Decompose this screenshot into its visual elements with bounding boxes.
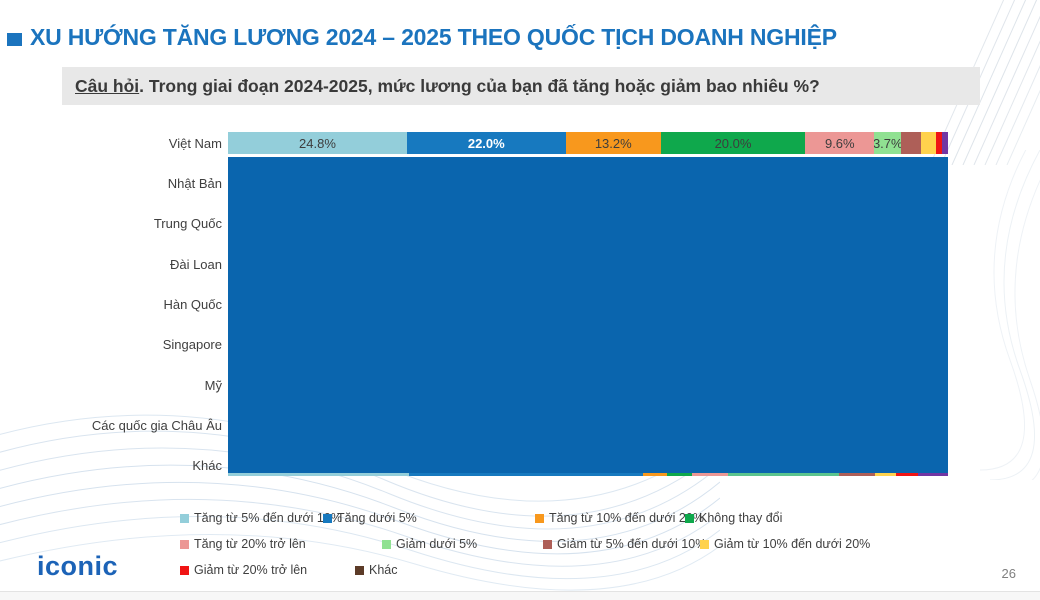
legend-label: Giảm từ 10% đến dưới 20% [714, 537, 871, 551]
legend-swatch-icon [685, 513, 694, 523]
strip-segment [228, 473, 410, 476]
question-box: Câu hỏi. Trong giai đoạn 2024-2025, mức … [62, 67, 980, 105]
category-label: Các quốc gia Châu Âu [91, 417, 222, 433]
category-label: Đài Loan [169, 256, 222, 272]
legend-label: Tăng dưới 5% [337, 511, 417, 525]
legend-swatch-icon [700, 539, 709, 549]
wave-decoration-right [979, 150, 1040, 480]
legend-swatch-icon [543, 539, 552, 549]
legend-item: Tăng dưới 5% [323, 511, 417, 525]
legend-swatch-icon [180, 513, 189, 523]
strip-segment [691, 473, 729, 476]
legend-row: Tăng từ 5% đến dưới 10% Tăng dưới 5% Tăng … [180, 507, 920, 533]
legend-label: Giảm dưới 5% [396, 537, 478, 551]
legend-label: Tăng từ 10% đến dưới 20% [549, 511, 704, 525]
bar-segment: 13.2% [565, 132, 661, 154]
legend-label: Giảm từ 5% đến dưới 10% [557, 537, 707, 551]
legend-swatch-icon [180, 539, 189, 549]
legend-item: Giảm từ 10% đến dưới 20% [700, 537, 870, 551]
legend-item: Giảm dưới 5% [382, 537, 477, 551]
legend-row: Giảm từ 20% trở lên Khác [180, 559, 920, 585]
bar-segment [901, 132, 922, 154]
bar-khac-visible-strip [228, 473, 948, 476]
strip-segment [642, 473, 668, 476]
legend-label: Không thay đổi [699, 511, 783, 525]
legend-swatch-icon [355, 565, 364, 575]
legend-label: Giảm từ 20% trở lên [194, 563, 308, 577]
page-title: XU HƯỚNG TĂNG LƯƠNG 2024 – 2025 THEO QUỐ… [30, 24, 837, 50]
legend-swatch-icon [323, 513, 332, 523]
strip-segment [667, 473, 692, 476]
category-label: Khác [192, 458, 222, 474]
stacked-bar-chart: 24.8% 22.0% 13.2% 20.0% 9.6% 3.7% [228, 123, 948, 486]
legend-item: Tăng từ 20% trở lên [180, 537, 306, 551]
legend-swatch-icon [382, 539, 391, 549]
footer-divider [0, 591, 1040, 592]
category-label: Singapore [162, 337, 222, 353]
strip-segment [409, 473, 643, 476]
category-label: Trung Quốc [153, 216, 222, 232]
bar-segment [941, 132, 948, 154]
category-label: Hàn Quốc [163, 296, 222, 312]
legend-label: Tăng từ 20% trở lên [194, 537, 306, 551]
chart-blue-overlay-block [228, 157, 948, 473]
strip-segment [917, 473, 948, 476]
bar-segment: 22.0% [406, 132, 566, 154]
bar-segment: 9.6% [805, 132, 875, 154]
chart-legend: Tăng từ 5% đến dưới 10% Tăng dưới 5% Tăng … [180, 507, 920, 585]
legend-row: Tăng từ 20% trở lên Giảm dưới 5% Giảm từ 5… [180, 533, 920, 559]
bar-segment: 24.8% [228, 132, 407, 154]
legend-item: Tăng từ 5% đến dưới 10% [180, 511, 342, 525]
legend-swatch-icon [535, 513, 544, 523]
legend-label: Khác [369, 563, 398, 577]
iconic-logo: iconic [37, 551, 119, 581]
legend-swatch-icon [180, 565, 189, 575]
legend-item: Giảm từ 20% trở lên [180, 563, 307, 577]
bar-viet-nam: 24.8% 22.0% 13.2% 20.0% 9.6% 3.7% [228, 132, 948, 154]
page-number: 26 [1001, 566, 1016, 581]
category-label: Việt Nam [168, 135, 222, 151]
legend-item: Khác [355, 563, 398, 577]
category-label: Nhật Bản [167, 175, 222, 191]
question-prefix: Câu hỏi [75, 75, 140, 96]
bar-segment: 3.7% [874, 132, 902, 154]
question-text: . Trong giai đoạn 2024-2025, mức lương c… [139, 75, 820, 96]
category-axis-labels: Việt Nam Nhật Bản Trung Quốc Đài Loan Hàn Qu… [0, 123, 222, 486]
title-bullet-icon [7, 33, 22, 46]
strip-segment [874, 473, 897, 476]
strip-segment [896, 473, 918, 476]
bar-segment: 20.0% [660, 132, 806, 154]
category-label: Mỹ [204, 377, 222, 393]
strip-segment [839, 473, 875, 476]
legend-label: Tăng từ 5% đến dưới 10% [194, 511, 342, 525]
legend-item: Giảm từ 5% đến dưới 10% [543, 537, 706, 551]
bar-segment [921, 132, 937, 154]
legend-item: Tăng từ 10% đến dưới 20% [535, 511, 704, 525]
legend-item: Không thay đổi [685, 511, 782, 525]
strip-segment [728, 473, 840, 476]
footer-band [0, 592, 1040, 600]
